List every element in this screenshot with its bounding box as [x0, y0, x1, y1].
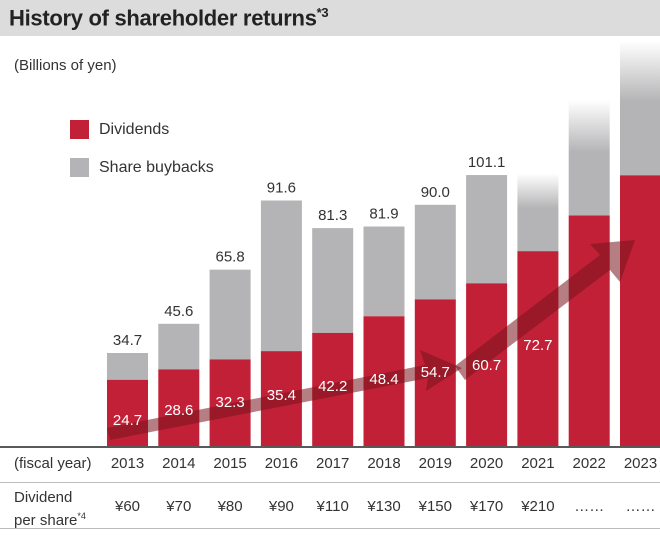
dps-label-line1: Dividend — [14, 489, 73, 506]
legend-label-buybacks: Share buybacks — [99, 158, 214, 176]
dividend-label-2014: 28.6 — [164, 402, 193, 419]
bar-buybacks-2020 — [466, 175, 508, 284]
dividend-label-2015: 32.3 — [215, 394, 244, 411]
trend-arrow-segment-1 — [107, 350, 462, 440]
chart-title: History of shareholder returns*3 — [9, 5, 329, 31]
table-divider — [0, 482, 660, 483]
bar-buybacks-2023 — [620, 41, 660, 176]
year-label-2021: 2021 — [521, 455, 555, 472]
total-label-2019: 90.0 — [421, 184, 450, 201]
dps-value-2018: ¥130 — [367, 498, 401, 515]
unit-label: (Billions of yen) — [14, 57, 117, 74]
total-label-2020: 101.1 — [468, 154, 506, 171]
legend-swatch-buybacks — [70, 158, 89, 177]
title-bar: History of shareholder returns*3 — [0, 0, 660, 36]
dps-row-label: Dividend per share*4 — [14, 489, 86, 530]
legend-swatch-dividends — [70, 120, 89, 139]
total-label-2013: 34.7 — [113, 332, 142, 349]
total-label-2015: 65.8 — [215, 249, 244, 266]
dps-value-2015: ¥80 — [217, 498, 243, 515]
legend-buybacks: Share buybacks — [70, 158, 214, 177]
dividend-label-2013: 24.7 — [113, 412, 142, 429]
year-label-2014: 2014 — [162, 455, 196, 472]
bar-buybacks-2022 — [568, 100, 610, 216]
dividend-label-2021: 72.7 — [523, 337, 552, 354]
dps-value-2017: ¥110 — [316, 498, 349, 515]
year-label-2020: 2020 — [469, 455, 504, 472]
total-label-2018: 81.9 — [369, 206, 398, 223]
year-label-2022: 2022 — [572, 455, 606, 472]
bar-dividends-2023 — [620, 175, 660, 446]
dps-value-2022: …… — [574, 498, 605, 515]
bar-dividends-2021 — [517, 251, 559, 446]
x-axis-title: (fiscal year) — [14, 455, 92, 472]
dps-label-line2: per share — [14, 512, 78, 529]
dps-value-2013: ¥60 — [114, 498, 141, 515]
bar-buybacks-2015 — [209, 269, 251, 360]
dividend-label-2016: 35.4 — [267, 387, 296, 404]
bar-dividends-2014 — [158, 369, 200, 446]
chart-title-text: History of shareholder returns — [9, 5, 317, 31]
bar-buybacks-2013 — [107, 353, 148, 380]
dividend-label-2018: 48.4 — [369, 371, 398, 388]
year-label-2015: 2015 — [213, 455, 247, 472]
bar-buybacks-2016 — [260, 200, 302, 352]
trend-arrow-segment-2 — [455, 240, 635, 380]
legend-label-dividends: Dividends — [99, 120, 170, 138]
dps-value-2021: ¥210 — [521, 498, 555, 515]
dps-value-2019: ¥150 — [418, 498, 452, 515]
total-label-2017: 81.3 — [318, 207, 347, 224]
year-label-2016: 2016 — [264, 455, 299, 472]
year-label-2017: 2017 — [316, 455, 350, 472]
dividend-label-2017: 42.2 — [318, 378, 347, 395]
bar-buybacks-2019 — [414, 204, 456, 300]
year-label-2018: 2018 — [367, 455, 401, 472]
year-label-2013: 2013 — [110, 455, 145, 472]
dps-value-2016: ¥90 — [268, 498, 294, 515]
dps-footnote: *4 — [77, 511, 86, 521]
bar-buybacks-2021 — [517, 173, 559, 252]
bar-buybacks-2018 — [363, 226, 405, 317]
dps-value-2023: …… — [625, 498, 656, 515]
legend-dividends: Dividends — [70, 120, 169, 139]
title-footnote: *3 — [316, 5, 329, 20]
dividend-label-2019: 54.7 — [421, 364, 450, 381]
year-label-2019: 2019 — [418, 455, 452, 472]
table-bottom-line — [0, 528, 660, 529]
dps-value-2014: ¥70 — [166, 498, 192, 515]
year-label-2023: 2023 — [623, 455, 658, 472]
bar-buybacks-2014 — [158, 323, 200, 370]
total-label-2016: 91.6 — [267, 180, 296, 197]
dps-value-2020: ¥170 — [469, 498, 504, 515]
bar-buybacks-2017 — [312, 228, 354, 333]
total-label-2014: 45.6 — [164, 303, 193, 320]
dividend-label-2020: 60.7 — [472, 357, 501, 374]
